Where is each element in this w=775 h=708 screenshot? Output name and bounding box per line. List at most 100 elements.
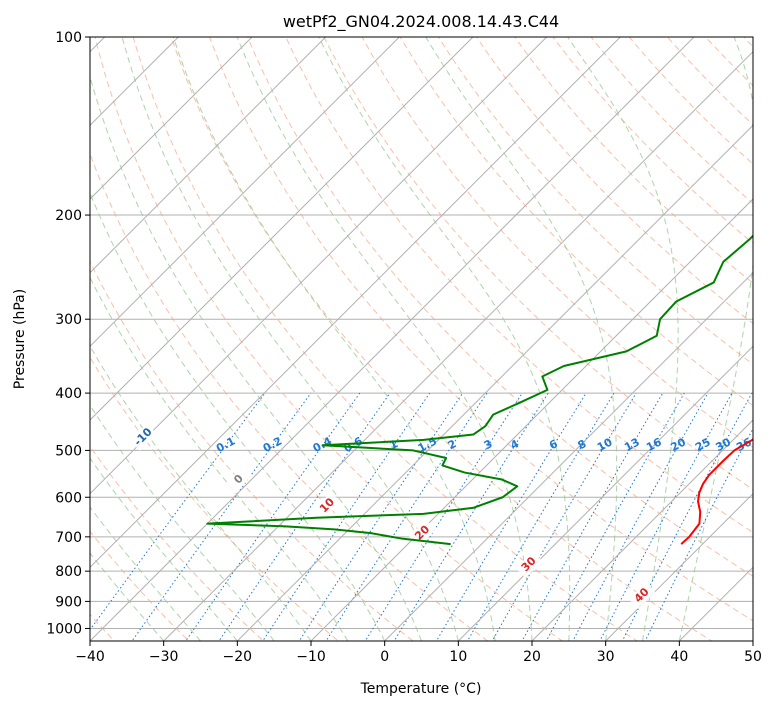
mixing-ratio-line (90, 392, 266, 631)
dry-adiabat (90, 530, 190, 641)
mixing-ratio-line (185, 392, 361, 641)
dry-adiabat-label-bg (225, 466, 253, 493)
isotherm-gridline (90, 37, 253, 200)
dry-adiabat (90, 356, 340, 641)
moist-adiabat (566, 37, 679, 641)
dry-adiabat (90, 260, 414, 641)
dry-adiabat (132, 37, 638, 641)
y-tick-label: 900 (55, 594, 82, 610)
x-tick-label: 0 (380, 649, 389, 665)
moist-adiabat (90, 404, 275, 641)
moist-adiabat (90, 506, 201, 641)
mixing-ratio-line (435, 392, 587, 641)
isotherm-gridline (90, 37, 401, 348)
y-tick-label: 1000 (46, 621, 82, 637)
x-tick-label: 50 (744, 649, 762, 665)
chart-title: wetPf2_GN04.2024.008.14.43.C44 (283, 12, 559, 32)
dewpoint-profile-line (206, 234, 753, 546)
mixing-ratio-label: 25 (693, 435, 713, 454)
mixing-ratio-label: 30 (713, 435, 733, 454)
mixing-ratio-line (572, 392, 709, 641)
x-tick-label: −30 (149, 649, 179, 665)
dry-adiabat-label-bg (515, 551, 543, 579)
x-tick-label: −10 (296, 649, 326, 665)
moist-adiabat (318, 37, 571, 641)
dry-adiabat (590, 37, 753, 205)
plot-area: 0.1 0.2 0.4 0.6 1 1.5 2 3 4 6 8 10 13 16 20 25 30 36 -100… (90, 37, 753, 641)
mixing-ratio-line (621, 392, 753, 641)
y-tick-label: 600 (55, 490, 82, 506)
isotherm-gridline (90, 37, 548, 495)
dry-adiabat (247, 37, 753, 577)
isotherm-gridline (531, 419, 753, 641)
isotherm-gridline (236, 124, 753, 641)
x-tick-label: −40 (75, 649, 105, 665)
dry-adiabat (170, 37, 713, 641)
isotherm-gridline (457, 345, 753, 641)
isotherm-gridline (162, 50, 753, 641)
plot-frame (89, 36, 754, 642)
mixing-ratio-label: 16 (644, 435, 664, 454)
x-tick-label: −20 (223, 649, 253, 665)
moist-adiabat (90, 457, 238, 641)
x-tick-label: 30 (597, 649, 615, 665)
mixing-ratio-line (644, 427, 753, 641)
y-tick-label: 800 (55, 564, 82, 580)
mixing-ratio-line (521, 392, 664, 641)
mixing-ratio-line (393, 392, 549, 641)
isotherm-gridline (90, 37, 695, 641)
isotherm-grid (90, 37, 753, 641)
y-axis-ticks: 100 200 300 400 500 600 700 800 900 1000 (46, 30, 90, 637)
moist-adiabat (678, 37, 753, 641)
isotherm-gridline (90, 37, 622, 569)
dry-adiabat-label-bg (628, 582, 656, 610)
isotherm-gridline (383, 271, 753, 641)
moist-adiabat (90, 276, 349, 641)
moist-adiabat (90, 191, 386, 641)
moist-adiabat (90, 345, 312, 641)
isotherm-gridline (90, 37, 327, 274)
dry-adiabat (552, 37, 753, 244)
y-tick-label: 700 (55, 530, 82, 546)
isotherm-gridline (90, 37, 474, 421)
dry-adiabat-label-bg (313, 492, 341, 520)
isotherm-gridline (310, 198, 753, 641)
y-tick-label: 100 (55, 30, 82, 46)
moist-adiabat (236, 37, 533, 641)
mixing-ratio-line (364, 392, 523, 641)
y-tick-label: 200 (55, 208, 82, 224)
mixing-ratio-label: 20 (668, 435, 688, 454)
mixing-ratio-line (262, 392, 431, 641)
mixing-ratio-label: 13 (622, 435, 642, 454)
moist-adiabat (90, 74, 422, 641)
x-axis-ticks: −40 −30 −20 −10 0 10 20 30 40 50 (75, 641, 762, 665)
y-tick-label: 300 (55, 312, 82, 328)
temperature-profile-line (680, 438, 753, 545)
sounding-series (206, 234, 753, 546)
mixing-ratio-line (131, 392, 312, 641)
moist-adiabat (172, 37, 496, 641)
mixing-ratio-line (599, 392, 733, 641)
y-tick-label: 400 (55, 386, 82, 402)
moist-adiabat (425, 37, 618, 641)
y-axis-title: Pressure (hPa) (12, 289, 28, 389)
isotherm-gridline (604, 492, 753, 641)
x-tick-label: 10 (449, 649, 467, 665)
x-tick-label: 20 (523, 649, 541, 665)
dry-adiabat (94, 37, 564, 641)
dry-adiabat (323, 37, 753, 491)
x-axis-title: Temperature (°C) (360, 681, 482, 697)
dry-adiabat-label-bg (129, 423, 157, 451)
mixing-ratio-line (218, 392, 391, 641)
mixing-ratio-label: 10 (595, 435, 615, 454)
y-tick-label: 500 (55, 443, 82, 459)
dry-adiabat (285, 37, 753, 534)
x-tick-label: 40 (670, 649, 688, 665)
dry-adiabat (208, 37, 753, 622)
dry-adiabat (361, 37, 753, 448)
mixing-ratio-line (491, 392, 637, 641)
dry-adiabat (399, 37, 753, 407)
dry-adiabat (514, 37, 753, 284)
